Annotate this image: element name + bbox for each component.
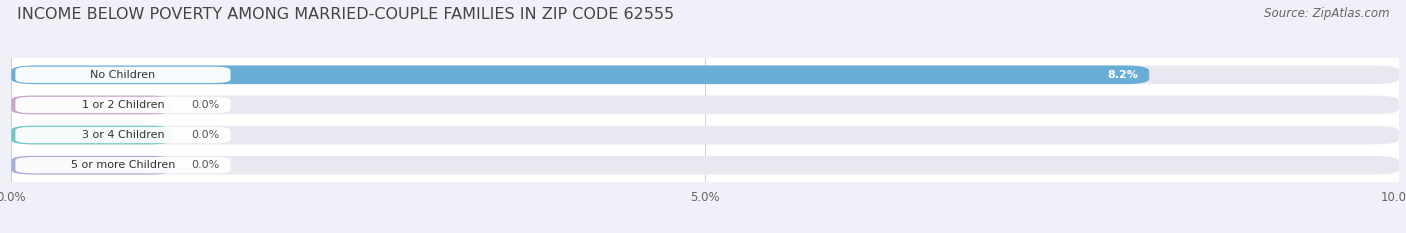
FancyBboxPatch shape xyxy=(11,156,172,175)
Text: 5 or more Children: 5 or more Children xyxy=(70,160,176,170)
FancyBboxPatch shape xyxy=(11,126,1399,144)
Text: 0.0%: 0.0% xyxy=(191,160,219,170)
Text: No Children: No Children xyxy=(90,70,156,80)
FancyBboxPatch shape xyxy=(11,96,1399,114)
Text: INCOME BELOW POVERTY AMONG MARRIED-COUPLE FAMILIES IN ZIP CODE 62555: INCOME BELOW POVERTY AMONG MARRIED-COUPL… xyxy=(17,7,673,22)
FancyBboxPatch shape xyxy=(11,126,172,144)
FancyBboxPatch shape xyxy=(15,67,231,83)
FancyBboxPatch shape xyxy=(11,65,1149,84)
Text: 3 or 4 Children: 3 or 4 Children xyxy=(82,130,165,140)
FancyBboxPatch shape xyxy=(15,127,231,143)
Text: 0.0%: 0.0% xyxy=(191,100,219,110)
FancyBboxPatch shape xyxy=(15,97,231,113)
FancyBboxPatch shape xyxy=(15,157,231,173)
FancyBboxPatch shape xyxy=(11,96,172,114)
FancyBboxPatch shape xyxy=(11,156,1399,175)
Text: 0.0%: 0.0% xyxy=(191,130,219,140)
Text: 1 or 2 Children: 1 or 2 Children xyxy=(82,100,165,110)
FancyBboxPatch shape xyxy=(11,65,1399,84)
Text: Source: ZipAtlas.com: Source: ZipAtlas.com xyxy=(1264,7,1389,20)
Text: 8.2%: 8.2% xyxy=(1107,70,1137,80)
